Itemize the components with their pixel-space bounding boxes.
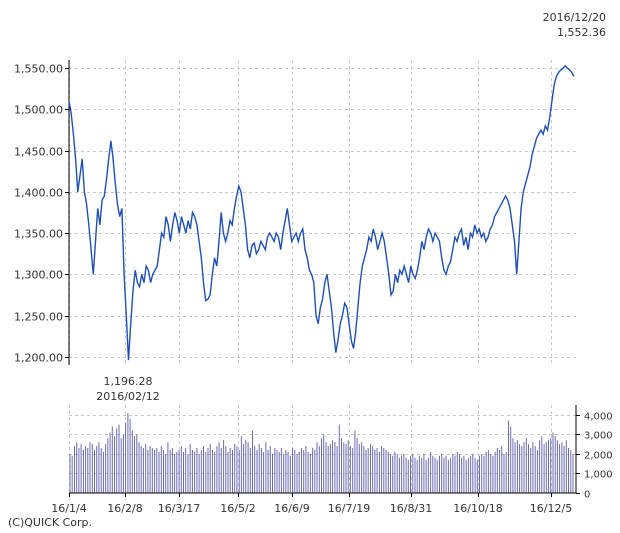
volume-tick-label: 3,000 <box>584 431 613 442</box>
volume-tick-label: 1,000 <box>584 470 613 481</box>
price-tick-label: 1,500.00 <box>14 104 63 117</box>
x-tick-label: 16/7/19 <box>328 502 370 515</box>
volume-chart: 4,000 3,000 2,000 1,000 0 <box>69 405 613 501</box>
x-tick-label: 16/8/31 <box>390 502 432 515</box>
price-tick-label: 1,450.00 <box>14 146 63 159</box>
price-tick-label: 1,400.00 <box>14 187 63 200</box>
volume-grid <box>69 405 576 493</box>
price-tick-label: 1,350.00 <box>14 228 63 241</box>
price-chart: 1,550.00 1,500.00 1,450.00 1,400.00 1,350.00… <box>14 60 576 365</box>
volume-y-axis: 4,000 3,000 2,000 1,000 0 <box>576 412 613 501</box>
x-axis: 16/1/4 16/2/8 16/3/17 16/5/2 16/6/9 16/7/19 16… <box>51 493 572 515</box>
price-y-axis: 1,550.00 1,500.00 1,450.00 1,400.00 1,350.00… <box>14 63 69 365</box>
price-grid <box>69 60 576 365</box>
volume-tick-label: 4,000 <box>584 412 613 423</box>
volume-tick-label: 0 <box>584 490 590 501</box>
x-tick-label: 16/1/4 <box>51 502 86 515</box>
latest-value-label: 1,552.36 <box>557 26 606 39</box>
credit-label: (C)QUICK Corp. <box>8 516 92 529</box>
low-date-label: 2016/02/12 <box>96 390 159 403</box>
x-tick-label: 16/5/2 <box>220 502 255 515</box>
x-tick-label: 16/12/5 <box>530 502 572 515</box>
latest-date-label: 2016/12/20 <box>543 11 606 24</box>
price-tick-label: 1,200.00 <box>14 352 63 365</box>
price-line <box>68 64 575 361</box>
volume-series <box>69 412 574 493</box>
volume-tick-label: 2,000 <box>584 451 613 462</box>
x-tick-label: 16/10/18 <box>453 502 502 515</box>
x-tick-label: 16/3/17 <box>158 502 200 515</box>
price-tick-label: 1,250.00 <box>14 311 63 324</box>
price-tick-label: 1,300.00 <box>14 269 63 282</box>
x-tick-label: 16/6/9 <box>274 502 309 515</box>
x-tick-label: 16/2/8 <box>107 502 142 515</box>
low-value-label: 1,196.28 <box>104 375 153 388</box>
price-series <box>68 64 575 361</box>
price-tick-label: 1,550.00 <box>14 63 63 76</box>
